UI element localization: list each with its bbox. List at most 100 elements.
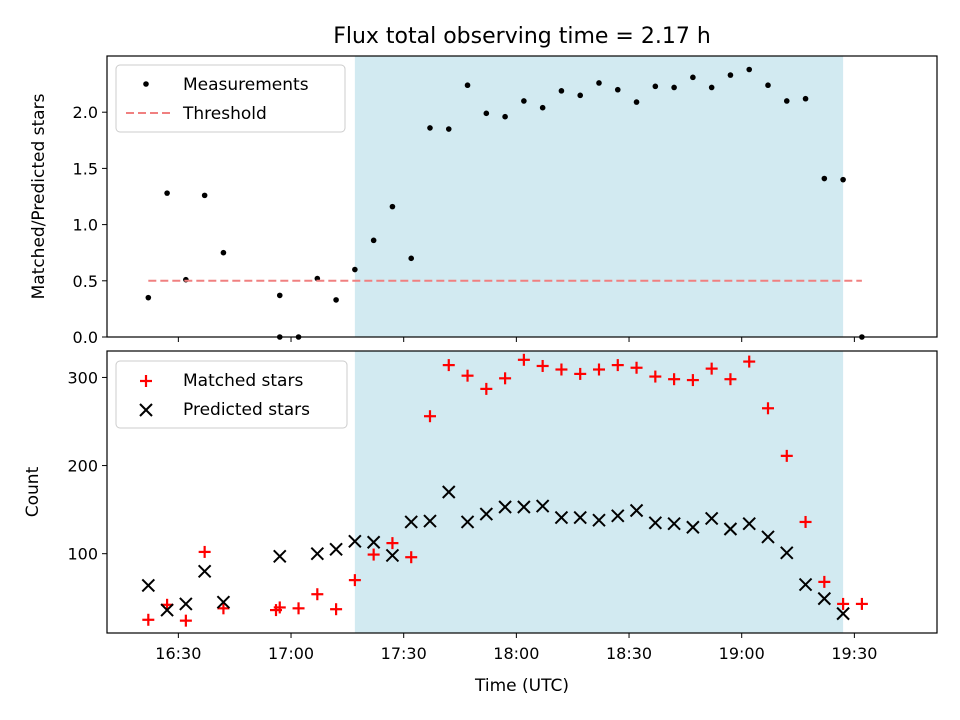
bot-predicted-stars-point-5 bbox=[273, 549, 287, 564]
bot-predicted-stars-point-32 bbox=[798, 577, 813, 592]
bot-matched-stars-point-26 bbox=[649, 370, 662, 383]
legend-label-threshold: Threshold bbox=[182, 104, 267, 124]
bot-matched-stars-point-24 bbox=[611, 359, 624, 372]
top-measurements-point-20 bbox=[539, 104, 546, 111]
bottom-axes-frame bbox=[106, 350, 938, 634]
top-y-tick-label-0: 0.0 bbox=[73, 328, 98, 347]
top-measurements-point-21 bbox=[558, 88, 565, 94]
top-measurements-point-26 bbox=[652, 83, 659, 90]
top-measurements-point-18 bbox=[502, 113, 508, 120]
bot-predicted-stars-point-12 bbox=[423, 514, 437, 528]
bot-observing-window bbox=[354, 351, 844, 633]
bot-matched-stars-point-37 bbox=[855, 597, 868, 610]
top-y-axis-label: Matched/Predicted stars bbox=[29, 93, 49, 299]
legend-label-measurements: Measurements bbox=[183, 75, 309, 95]
bot-predicted-stars-point-20 bbox=[573, 510, 587, 525]
top-measurements-point-32 bbox=[765, 82, 771, 89]
bot-matched-stars-point-25 bbox=[630, 361, 643, 374]
top-measurements-point-14 bbox=[427, 125, 433, 131]
bot-matched-stars-point-20 bbox=[536, 359, 549, 372]
bot-matched-stars-point-14 bbox=[423, 410, 436, 423]
legend-marker-predicted bbox=[139, 403, 153, 417]
x-tick-label-2: 17:30 bbox=[381, 644, 427, 663]
bot-y-tick-label-1: 200 bbox=[67, 457, 98, 476]
bot-predicted-stars-point-19 bbox=[554, 510, 569, 525]
chart-title: Flux total observing time = 2.17 h bbox=[333, 24, 711, 49]
top-measurements-point-0 bbox=[145, 294, 152, 301]
bot-predicted-stars-point-11 bbox=[404, 515, 418, 529]
bot-predicted-stars-point-30 bbox=[761, 530, 775, 544]
top-measurements-point-10 bbox=[352, 266, 358, 273]
x-tick-label-3: 18:00 bbox=[493, 644, 539, 663]
bot-matched-stars-point-19 bbox=[517, 353, 530, 366]
bot-matched-stars-point-3 bbox=[198, 545, 211, 558]
top-series-layer bbox=[145, 66, 865, 340]
top-axes-frame bbox=[106, 55, 938, 338]
bot-matched-stars-point-12 bbox=[386, 537, 399, 550]
bot-matched-stars-point-28 bbox=[686, 374, 699, 387]
top-shaded-region bbox=[354, 56, 844, 337]
bot-predicted-stars-point-8 bbox=[348, 534, 362, 549]
bot-matched-stars-point-30 bbox=[724, 373, 737, 386]
bot-predicted-stars-point-17 bbox=[517, 500, 531, 514]
top-y-tick-label-2: 1.0 bbox=[73, 216, 98, 235]
top-measurements-point-23 bbox=[596, 80, 602, 86]
bot-matched-stars-point-11 bbox=[367, 548, 380, 561]
top-measurements-point-35 bbox=[821, 175, 828, 182]
bot-matched-stars-point-34 bbox=[799, 515, 812, 528]
bot-matched-stars-point-21 bbox=[555, 363, 568, 376]
top-legend: Measurements Threshold bbox=[115, 64, 346, 133]
bot-matched-stars-point-32 bbox=[761, 402, 774, 415]
bot-matched-stars-point-16 bbox=[461, 369, 474, 382]
bot-predicted-stars-point-7 bbox=[329, 542, 343, 556]
bot-predicted-stars-point-15 bbox=[479, 507, 494, 521]
bot-predicted-stars-point-16 bbox=[498, 500, 512, 514]
bot-matched-stars-point-9 bbox=[330, 603, 343, 616]
bot-y-tick-label-2: 300 bbox=[67, 368, 98, 387]
bot-predicted-stars-point-22 bbox=[611, 509, 625, 523]
top-panel: 0.00.51.01.52.0 Matched/Predicted stars … bbox=[29, 55, 938, 347]
bot-predicted-stars-point-23 bbox=[629, 503, 644, 518]
top-measurements-point-29 bbox=[708, 84, 715, 91]
x-tick-label-5: 19:00 bbox=[719, 644, 765, 663]
bottom-y-axis-label: Count bbox=[23, 466, 43, 517]
bot-predicted-stars-point-24 bbox=[648, 516, 663, 530]
top-measurements-point-16 bbox=[464, 82, 471, 89]
legend-label-predicted: Predicted stars bbox=[183, 400, 310, 420]
bot-matched-stars-point-8 bbox=[311, 588, 324, 601]
legend-marker-matched bbox=[140, 375, 152, 387]
top-measurements-point-3 bbox=[201, 192, 208, 199]
x-axis-label: Time (UTC) bbox=[474, 676, 569, 696]
x-tick-label-4: 18:30 bbox=[606, 644, 652, 663]
bot-predicted-stars-point-34 bbox=[836, 606, 850, 621]
top-measurements-point-24 bbox=[614, 86, 621, 93]
top-measurements-point-28 bbox=[690, 74, 696, 81]
bot-predicted-stars-point-4 bbox=[216, 595, 231, 609]
top-measurements-point-34 bbox=[802, 95, 809, 102]
bot-predicted-stars-point-18 bbox=[535, 499, 550, 513]
bot-predicted-stars-point-13 bbox=[442, 485, 456, 499]
bot-predicted-stars-point-29 bbox=[742, 517, 756, 531]
bot-predicted-stars-point-6 bbox=[310, 546, 325, 561]
bot-matched-stars-point-4 bbox=[217, 602, 230, 615]
top-measurements-point-17 bbox=[483, 110, 490, 117]
bot-matched-stars-point-13 bbox=[405, 551, 418, 564]
bot-predicted-stars-point-2 bbox=[179, 597, 193, 611]
bottom-series-layer bbox=[141, 353, 868, 627]
bot-predicted-stars-point-10 bbox=[385, 548, 400, 563]
bot-predicted-stars-point-9 bbox=[366, 535, 381, 549]
bot-matched-stars-point-10 bbox=[348, 574, 361, 587]
bot-predicted-stars-point-27 bbox=[704, 511, 719, 526]
top-measurements-point-6 bbox=[276, 292, 283, 299]
top-y-tick-label-1: 0.5 bbox=[73, 272, 98, 291]
bot-predicted-stars-point-3 bbox=[197, 564, 212, 579]
bot-matched-stars-point-31 bbox=[743, 355, 756, 368]
x-tick-label-1: 17:00 bbox=[268, 644, 314, 663]
bottom-x-ticks: 16:30 17:00 17:30 18:00 18:30 19:00 19:30 bbox=[155, 633, 877, 663]
bot-predicted-stars-point-21 bbox=[592, 513, 606, 527]
bot-matched-stars-point-33 bbox=[780, 449, 793, 462]
bot-predicted-stars-point-26 bbox=[686, 520, 700, 534]
top-measurements-point-31 bbox=[746, 66, 753, 73]
top-y-tick-label-4: 2.0 bbox=[73, 103, 98, 122]
